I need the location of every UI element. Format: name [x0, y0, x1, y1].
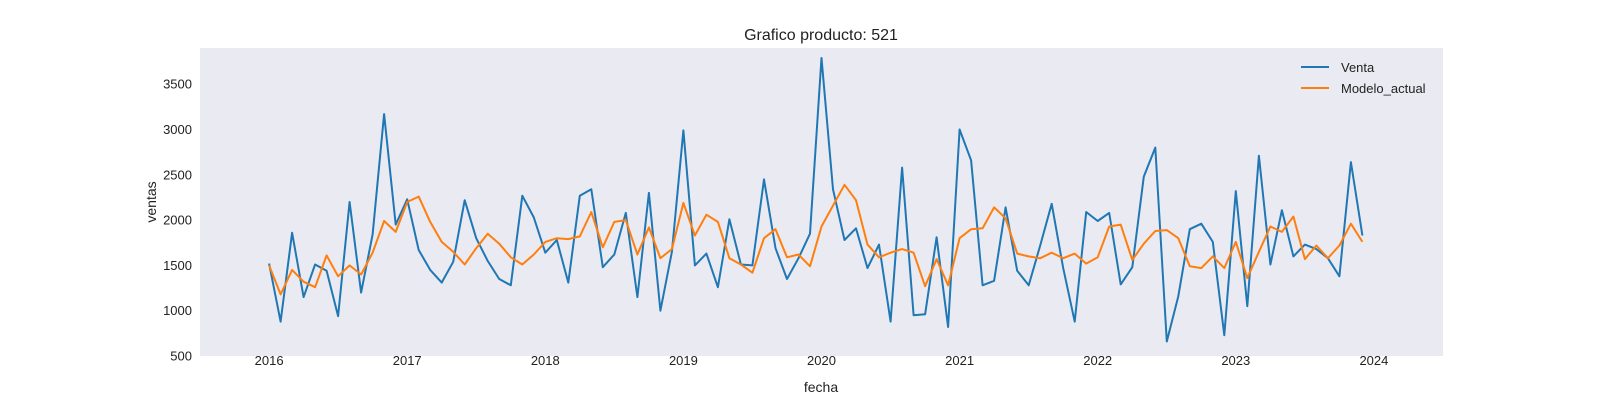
- x-tick-label: 2023: [1221, 353, 1250, 368]
- x-tick-label: 2022: [1083, 353, 1112, 368]
- y-tick-label: 3500: [163, 77, 192, 92]
- legend-label: Modelo_actual: [1341, 81, 1426, 96]
- y-tick-label: 500: [170, 349, 192, 364]
- y-tick-label: 2500: [163, 167, 192, 182]
- series-line-modelo-actual: [268, 183, 1364, 296]
- x-tick-label: 2020: [807, 353, 836, 368]
- y-tick-label: 1500: [163, 258, 192, 273]
- chart-title: Grafico producto: 521: [744, 27, 898, 44]
- x-axis-label: fecha: [804, 379, 838, 395]
- y-axis-ticks: 500 1000 1500 2000 2500 3000 3500: [163, 77, 192, 364]
- x-tick-label: 2017: [393, 353, 422, 368]
- x-tick-label: 2019: [669, 353, 698, 368]
- legend: Venta Modelo_actual: [1301, 60, 1426, 96]
- y-tick-label: 1000: [163, 303, 192, 318]
- y-tick-label: 2000: [163, 213, 192, 228]
- plot-area: [200, 48, 1443, 356]
- y-tick-label: 3000: [163, 122, 192, 137]
- x-tick-label: 2018: [531, 353, 560, 368]
- series-lines: [268, 57, 1364, 343]
- y-axis-label: ventas: [143, 181, 159, 222]
- x-axis-ticks: 2016 2017 2018 2019 2020 2021 2022 2023 2024: [255, 353, 1389, 368]
- x-tick-label: 2024: [1359, 353, 1388, 368]
- legend-label: Venta: [1341, 60, 1375, 75]
- series-line-venta: [268, 57, 1364, 343]
- x-tick-label: 2016: [255, 353, 284, 368]
- x-tick-label: 2021: [945, 353, 974, 368]
